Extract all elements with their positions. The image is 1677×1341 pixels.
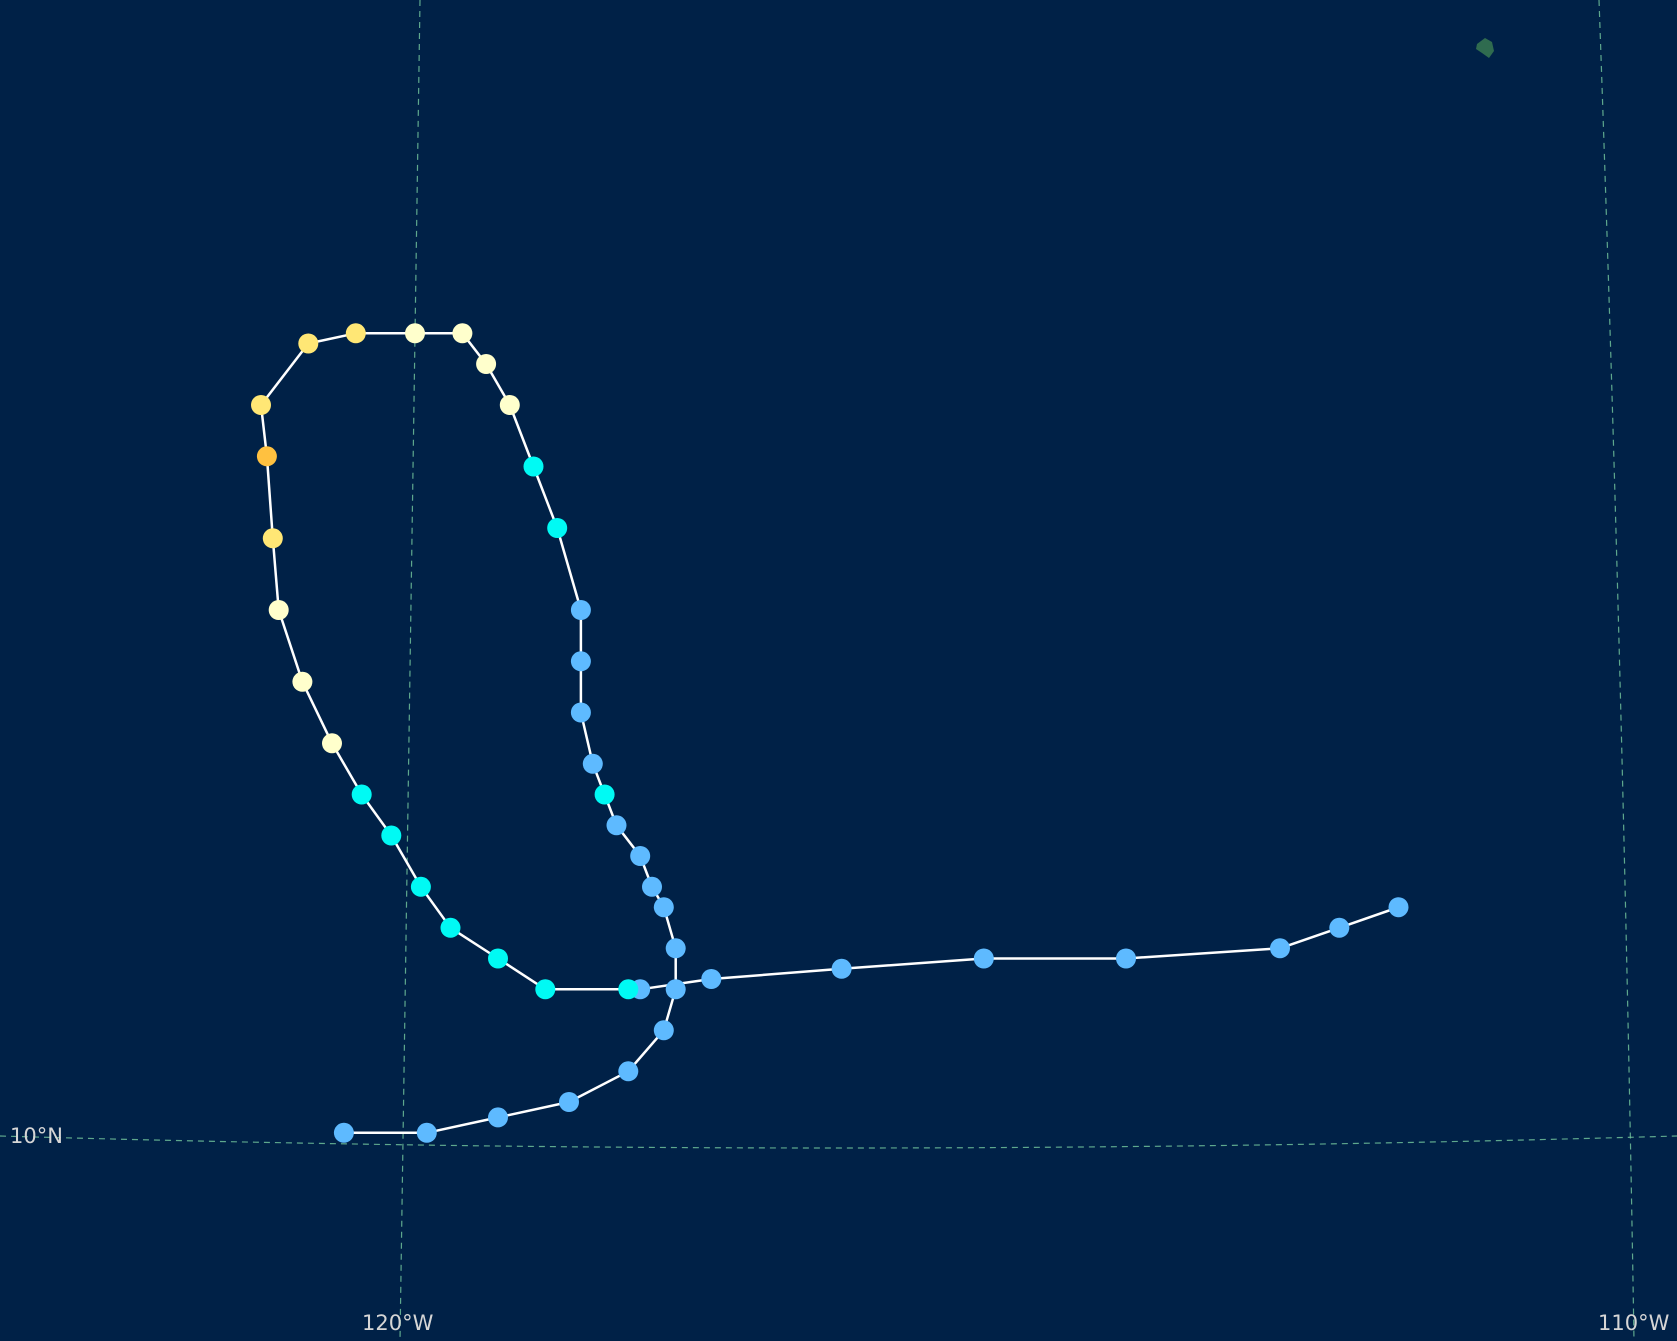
track-point-36[interactable] [642, 876, 662, 897]
land [1476, 38, 1494, 58]
track-point-10[interactable] [488, 948, 508, 969]
track-point-18[interactable] [262, 528, 283, 549]
track-point-0[interactable] [1388, 897, 1409, 918]
track-point-32[interactable] [582, 753, 603, 774]
track-point-21[interactable] [298, 333, 319, 354]
axis-labels: 10°N 120°W 110°W [10, 1124, 1670, 1335]
track-points [251, 323, 1409, 1143]
track-point-45[interactable] [333, 1122, 354, 1143]
track-point-22[interactable] [345, 323, 366, 344]
track-point-2[interactable] [1270, 938, 1290, 959]
storm-track [251, 323, 1409, 1143]
track-point-34[interactable] [606, 815, 627, 836]
track-point-13[interactable] [381, 825, 402, 846]
track-point-43[interactable] [488, 1107, 508, 1128]
track-point-17[interactable] [268, 600, 289, 620]
island-shape [1476, 38, 1494, 58]
track-point-31[interactable] [570, 702, 591, 723]
track-point-28[interactable] [547, 518, 568, 538]
track-point-30[interactable] [570, 651, 591, 672]
track-point-5[interactable] [831, 958, 852, 979]
track-point-40[interactable] [653, 1020, 674, 1041]
track-line [259, 332, 1399, 1135]
track-point-33[interactable] [594, 784, 615, 805]
gridline-lon-110 [1598, 0, 1635, 1341]
track-point-15[interactable] [322, 733, 342, 754]
track-point-23[interactable] [405, 323, 425, 344]
label-lat-10: 10°N [10, 1124, 63, 1148]
track-point-16[interactable] [292, 671, 313, 692]
track-point-20[interactable] [251, 395, 271, 415]
track-point-24[interactable] [452, 323, 473, 344]
track-point-39[interactable] [665, 979, 686, 1000]
track-point-42[interactable] [559, 1092, 579, 1112]
track-point-38[interactable] [665, 938, 686, 959]
track-point-37[interactable] [653, 897, 674, 918]
track-point-29[interactable] [570, 600, 591, 620]
track-point-1[interactable] [1329, 917, 1350, 938]
track-point-19[interactable] [256, 446, 277, 467]
track-point-25[interactable] [476, 354, 497, 374]
gridline-lat-10 [0, 1135, 1677, 1149]
track-point-41[interactable] [618, 1061, 639, 1082]
gridline-lon-120 [399, 0, 421, 1341]
track-point-3[interactable] [1116, 948, 1136, 969]
track-point-26[interactable] [499, 395, 520, 415]
label-lon-110: 110°W [1598, 1311, 1670, 1335]
track-point-14[interactable] [351, 784, 372, 805]
track-point-44[interactable] [416, 1122, 437, 1143]
track-point-4[interactable] [973, 948, 994, 969]
track-point-12[interactable] [410, 876, 431, 897]
track-point-9[interactable] [535, 979, 556, 1000]
track-point-8[interactable] [618, 979, 639, 1000]
track-point-27[interactable] [523, 456, 544, 477]
track-point-6[interactable] [701, 969, 722, 989]
track-point-35[interactable] [630, 846, 651, 866]
track-point-11[interactable] [440, 917, 461, 938]
label-lon-120: 120°W [362, 1311, 434, 1335]
